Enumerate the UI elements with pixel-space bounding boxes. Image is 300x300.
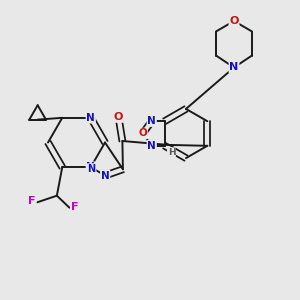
Text: N: N	[147, 141, 156, 151]
Text: N: N	[101, 170, 110, 181]
Text: N: N	[86, 113, 95, 123]
Text: N: N	[230, 62, 238, 73]
Text: F: F	[71, 202, 79, 212]
Text: O: O	[229, 16, 239, 26]
Text: O: O	[114, 112, 123, 122]
Text: N: N	[147, 116, 156, 126]
Text: N: N	[88, 164, 96, 174]
Text: H: H	[168, 148, 175, 157]
Text: O: O	[138, 128, 147, 139]
Text: F: F	[28, 196, 36, 206]
Text: N: N	[86, 162, 95, 172]
